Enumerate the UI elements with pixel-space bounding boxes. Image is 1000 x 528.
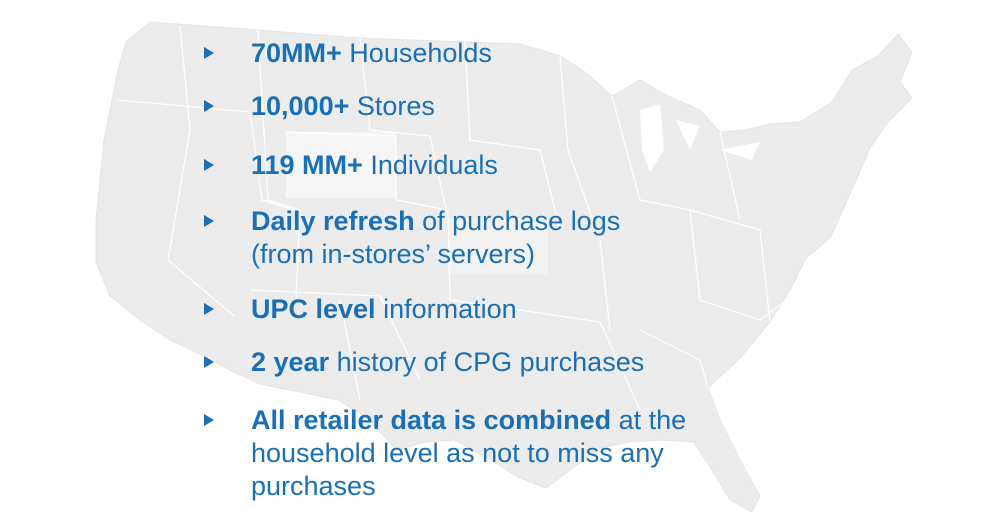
great-lakes [640,104,760,172]
bullet-text: 119 MM+ Individuals [251,149,764,182]
bullet-bold: UPC level [251,294,376,324]
bullet-text: UPC level information [251,293,764,326]
bullet-daily-refresh: Daily refresh of purchase logs (from in-… [204,205,644,271]
bullet-households: 70MM+ Households [204,37,764,70]
bullet-arrow-icon [204,414,214,426]
bullet-bold: 70MM+ [251,38,342,68]
bullet-bold: Daily refresh [251,206,415,236]
bullet-arrow-icon [204,100,214,112]
bullet-rest: history of CPG purchases [329,347,645,377]
bullet-arrow-icon [204,356,214,368]
bullet-arrow-icon [204,215,214,227]
bullet-rest: of purchase logs (from in-stores’ server… [251,206,621,269]
bullet-rest: Stores [349,91,435,121]
bullet-history: 2 year history of CPG purchases [204,346,764,379]
bullet-stores: 10,000+ Stores [204,90,764,123]
bullet-arrow-icon [204,159,214,171]
bullet-arrow-icon [204,303,214,315]
bullet-upc-level: UPC level information [204,293,764,326]
bullet-bold: All retailer data is combined [251,405,612,435]
bullet-individuals: 119 MM+ Individuals [204,149,764,182]
bullet-text: All retailer data is combined at the hou… [251,404,744,503]
bullet-bold: 119 MM+ [251,150,363,180]
bullet-bold: 2 year [251,347,330,377]
state-highlight-shape [286,132,396,198]
bullet-arrow-icon [204,47,214,59]
bullet-rest: Individuals [362,150,498,180]
state-highlight-shape [448,218,548,274]
bullet-rest: Households [341,38,492,68]
bullet-rest: information [375,294,517,324]
bullet-rest: at the household level as not to miss an… [251,405,687,501]
bullet-text: 70MM+ Households [251,37,764,70]
bullet-text: 10,000+ Stores [251,90,764,123]
state-borders [117,25,801,411]
bullet-retailer-data: All retailer data is combined at the hou… [204,404,744,503]
bullet-text: 2 year history of CPG purchases [251,346,764,379]
bullet-text: Daily refresh of purchase logs (from in-… [251,205,644,271]
bullet-bold: 10,000+ [251,91,350,121]
